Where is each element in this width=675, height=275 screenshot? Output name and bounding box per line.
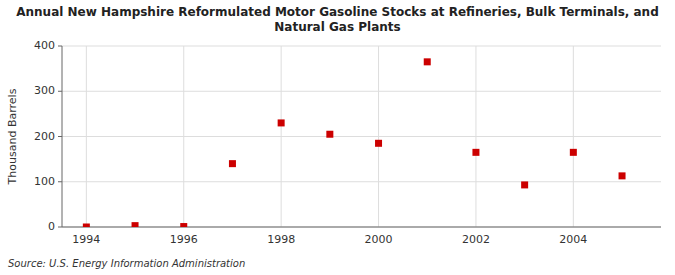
- y-axis-label: Thousand Barrels: [6, 88, 19, 185]
- axes: 0 100 200 300 400 1994 1996 1998 2000 2002 2004: [34, 39, 661, 246]
- grid-line: [62, 91, 661, 92]
- tick-label: 2000: [365, 233, 393, 246]
- chart: 0 100 200 300 400 1994 1996 1998 2000 2002 2004 Tho…: [0, 0, 675, 275]
- point: [521, 181, 528, 188]
- tick-label: 300: [34, 84, 55, 97]
- grid-line: [62, 136, 661, 137]
- tick-mark: [58, 91, 62, 92]
- tick-label: 200: [34, 130, 55, 143]
- y-axis-line: [62, 46, 63, 227]
- tick-label: 400: [34, 39, 55, 52]
- tick-label: 0: [48, 220, 55, 233]
- grid-line: [573, 46, 574, 227]
- tick-label: 1998: [267, 233, 295, 246]
- grid-line: [62, 46, 661, 47]
- tick-mark: [58, 46, 62, 47]
- point: [472, 149, 479, 156]
- plot-area: [62, 46, 661, 227]
- grid-line: [475, 46, 476, 227]
- x-axis-line: [62, 227, 661, 228]
- tick-label: 1994: [72, 233, 100, 246]
- tick-mark: [58, 227, 62, 228]
- point: [180, 223, 187, 227]
- title-line: Annual New Hampshire Reformulated Motor …: [16, 5, 659, 19]
- point: [326, 131, 333, 138]
- point: [424, 58, 431, 65]
- grid-line: [378, 46, 379, 227]
- point: [132, 222, 139, 227]
- tick-label: 1996: [170, 233, 198, 246]
- point: [570, 149, 577, 156]
- tick-mark: [58, 181, 62, 182]
- point: [229, 160, 236, 167]
- point: [375, 140, 382, 147]
- grid-line: [86, 46, 87, 227]
- tick-label: 2004: [559, 233, 587, 246]
- grid-line: [183, 46, 184, 227]
- tick-label: 100: [34, 175, 55, 188]
- grid-line: [281, 46, 282, 227]
- grid: [62, 46, 661, 227]
- title-line: Natural Gas Plants: [274, 20, 400, 34]
- tick-mark: [58, 136, 62, 137]
- tick-label: 2002: [462, 233, 490, 246]
- grid-line: [62, 181, 661, 182]
- point: [278, 119, 285, 126]
- title: Annual New Hampshire Reformulated Motor …: [16, 5, 659, 34]
- source-note: Source: U.S. Energy Information Administ…: [8, 258, 245, 269]
- points: [83, 58, 626, 227]
- point: [83, 224, 90, 228]
- point: [619, 172, 626, 179]
- grid-line: [62, 227, 661, 228]
